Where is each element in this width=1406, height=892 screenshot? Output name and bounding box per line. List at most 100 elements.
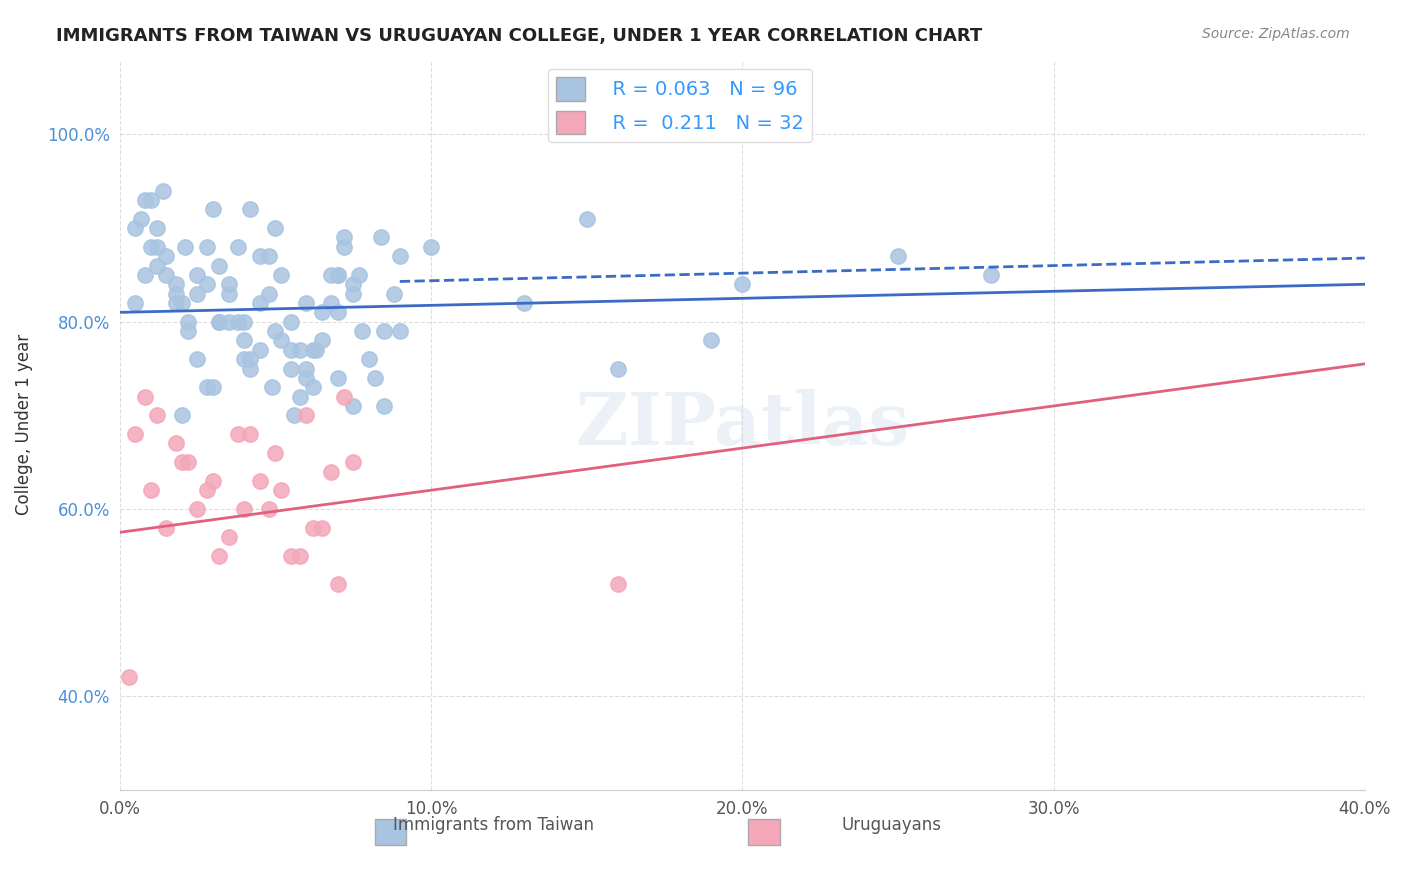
Point bbox=[280, 549, 302, 563]
Point bbox=[262, 380, 284, 394]
Point bbox=[155, 249, 177, 263]
Point bbox=[419, 240, 441, 254]
Point bbox=[326, 305, 349, 319]
Text: ZIPatlas: ZIPatlas bbox=[575, 389, 910, 460]
Point bbox=[170, 409, 193, 423]
Point bbox=[124, 296, 146, 310]
Point bbox=[280, 361, 302, 376]
Point bbox=[239, 202, 262, 217]
Point bbox=[288, 390, 311, 404]
Point bbox=[326, 577, 349, 591]
Point bbox=[382, 286, 405, 301]
Point bbox=[152, 184, 174, 198]
Point bbox=[373, 399, 395, 413]
Point bbox=[887, 249, 910, 263]
Point bbox=[270, 483, 292, 498]
Point bbox=[208, 549, 231, 563]
Point bbox=[226, 240, 249, 254]
Point bbox=[208, 315, 231, 329]
Point bbox=[233, 502, 256, 516]
Legend:   R = 0.063   N = 96,   R =  0.211   N = 32: R = 0.063 N = 96, R = 0.211 N = 32 bbox=[548, 70, 813, 142]
Point bbox=[165, 296, 187, 310]
Point bbox=[195, 277, 218, 292]
Point bbox=[195, 240, 218, 254]
Point bbox=[165, 277, 187, 292]
Point bbox=[349, 268, 371, 282]
Text: IMMIGRANTS FROM TAIWAN VS URUGUAYAN COLLEGE, UNDER 1 YEAR CORRELATION CHART: IMMIGRANTS FROM TAIWAN VS URUGUAYAN COLL… bbox=[56, 27, 983, 45]
Point bbox=[295, 361, 318, 376]
Point bbox=[301, 521, 323, 535]
Point bbox=[388, 249, 411, 263]
Point bbox=[311, 521, 333, 535]
Point bbox=[305, 343, 328, 357]
Point bbox=[321, 465, 343, 479]
Point bbox=[124, 427, 146, 442]
Point bbox=[165, 286, 187, 301]
Point bbox=[332, 390, 354, 404]
Text: Immigrants from Taiwan: Immigrants from Taiwan bbox=[392, 815, 593, 834]
Point bbox=[139, 240, 162, 254]
Point bbox=[165, 436, 187, 450]
Point bbox=[218, 277, 240, 292]
Point bbox=[326, 268, 349, 282]
Point bbox=[288, 549, 311, 563]
Point bbox=[146, 259, 169, 273]
Point bbox=[233, 352, 256, 367]
Point bbox=[301, 343, 323, 357]
Point bbox=[177, 324, 200, 338]
Point bbox=[264, 324, 287, 338]
Point bbox=[195, 380, 218, 394]
Point bbox=[264, 221, 287, 235]
Point bbox=[118, 670, 141, 684]
Point bbox=[226, 427, 249, 442]
Point bbox=[980, 268, 1002, 282]
Point bbox=[257, 249, 280, 263]
Point bbox=[513, 296, 536, 310]
Point bbox=[249, 343, 271, 357]
Point bbox=[326, 371, 349, 385]
Point bbox=[134, 268, 156, 282]
Point bbox=[177, 455, 200, 469]
Point bbox=[295, 409, 318, 423]
Point bbox=[283, 409, 305, 423]
Point bbox=[124, 221, 146, 235]
Point bbox=[201, 202, 224, 217]
Point bbox=[731, 128, 754, 142]
Point bbox=[249, 474, 271, 488]
Point bbox=[170, 296, 193, 310]
Point bbox=[731, 277, 754, 292]
Point bbox=[364, 371, 387, 385]
Point bbox=[332, 230, 354, 244]
Point bbox=[174, 240, 197, 254]
Point bbox=[249, 249, 271, 263]
Point bbox=[186, 268, 208, 282]
Point bbox=[326, 268, 349, 282]
Point bbox=[311, 334, 333, 348]
Point bbox=[218, 315, 240, 329]
Point bbox=[233, 315, 256, 329]
Point bbox=[606, 361, 628, 376]
Point bbox=[201, 380, 224, 394]
Point bbox=[218, 530, 240, 544]
Y-axis label: College, Under 1 year: College, Under 1 year bbox=[15, 334, 32, 516]
Text: Source: ZipAtlas.com: Source: ZipAtlas.com bbox=[1202, 27, 1350, 41]
FancyBboxPatch shape bbox=[748, 819, 779, 845]
Point bbox=[257, 286, 280, 301]
Point bbox=[134, 390, 156, 404]
Point bbox=[295, 371, 318, 385]
Point bbox=[239, 352, 262, 367]
Point bbox=[270, 334, 292, 348]
Point bbox=[146, 409, 169, 423]
Point bbox=[321, 268, 343, 282]
Point bbox=[700, 334, 723, 348]
Point bbox=[170, 455, 193, 469]
Point bbox=[301, 380, 323, 394]
Point bbox=[131, 211, 153, 226]
Point bbox=[606, 577, 628, 591]
Point bbox=[186, 286, 208, 301]
Point bbox=[239, 427, 262, 442]
Point bbox=[373, 324, 395, 338]
Point bbox=[186, 502, 208, 516]
Point bbox=[342, 399, 364, 413]
Point bbox=[257, 502, 280, 516]
